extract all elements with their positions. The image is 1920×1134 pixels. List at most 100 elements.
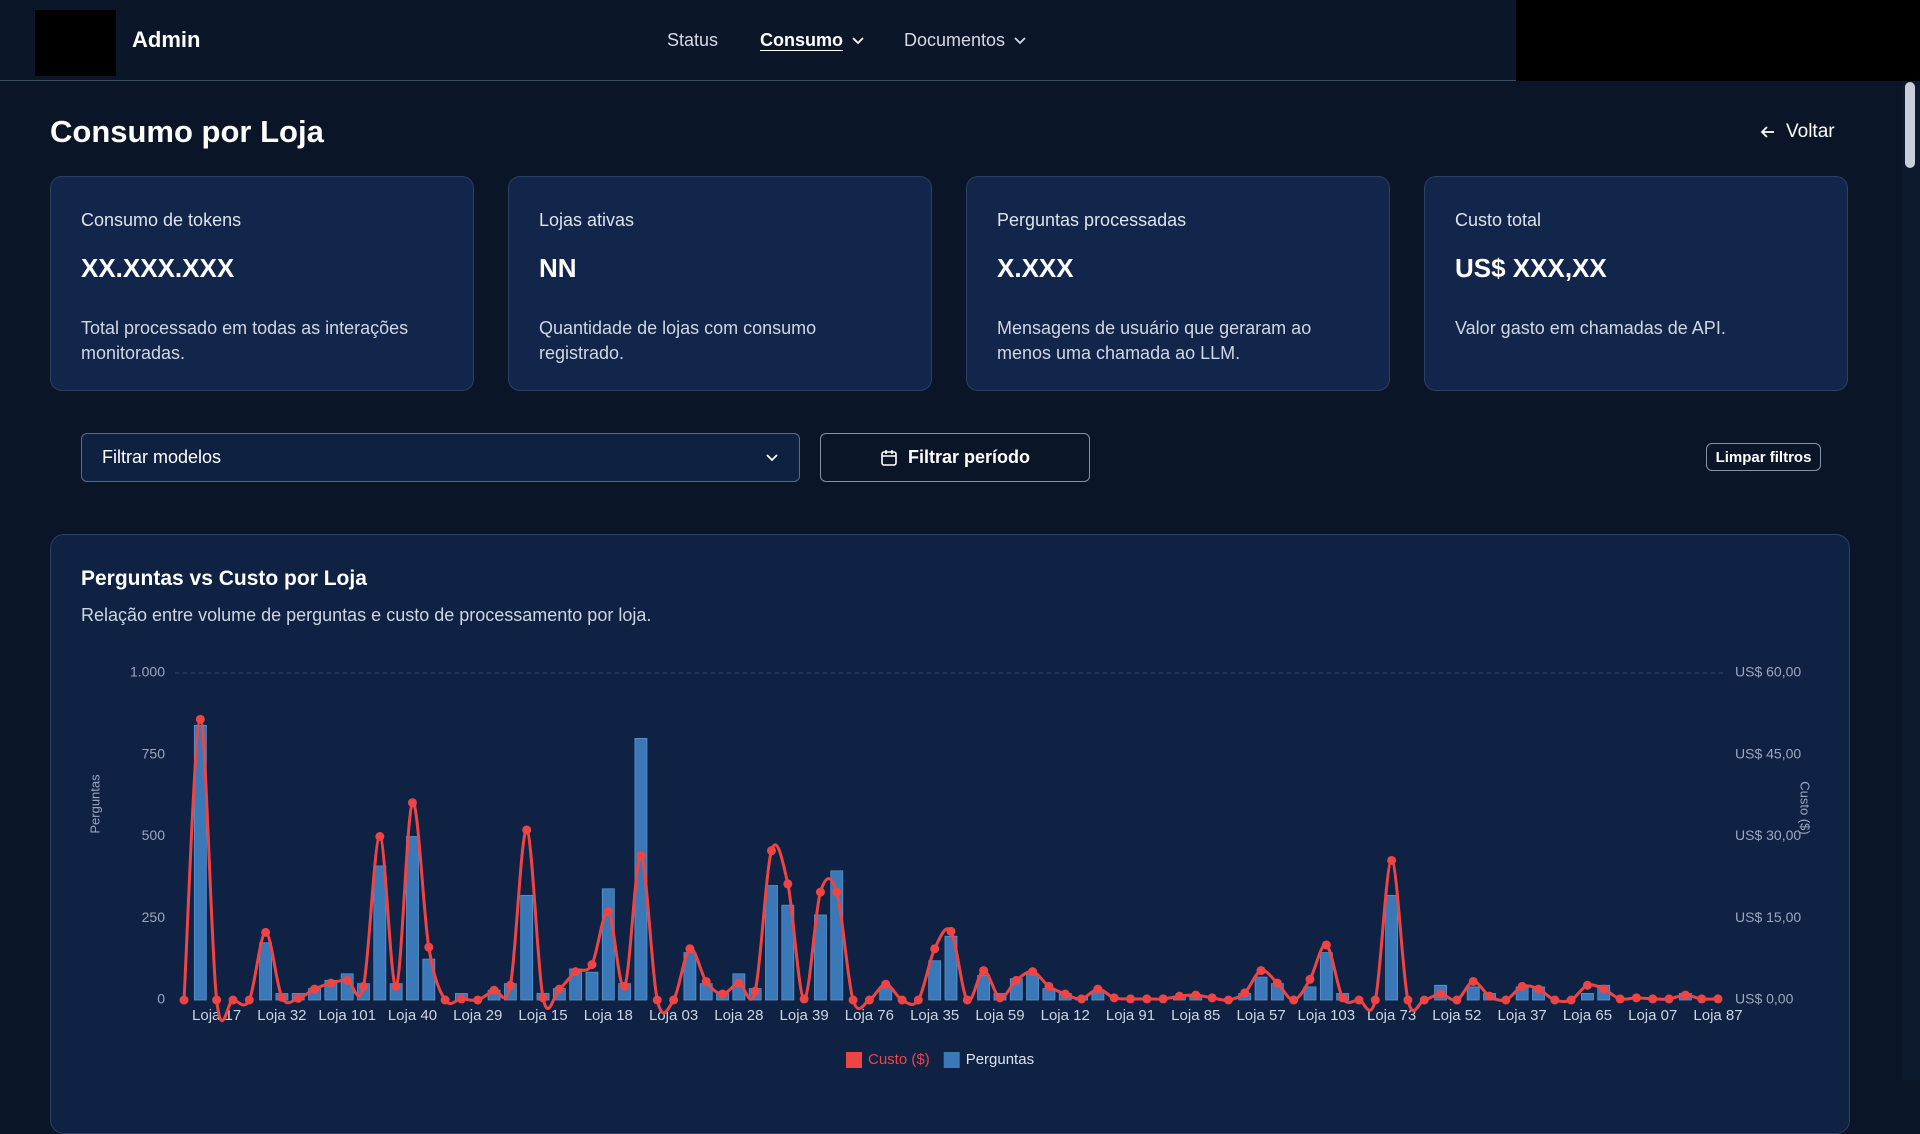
cost-dot	[1272, 978, 1282, 988]
cost-dot	[1093, 984, 1103, 994]
cost-dot	[1680, 990, 1690, 1000]
cost-dot	[1403, 995, 1413, 1005]
card-description: Total processado em todas as interações …	[81, 318, 409, 363]
cost-dot	[864, 995, 874, 1005]
cost-dot	[1060, 989, 1070, 999]
cost-dot	[456, 994, 466, 1004]
x-tick-label: Loja 87	[1693, 1007, 1742, 1024]
scroll-thumb[interactable]	[1905, 82, 1915, 168]
logo[interactable]	[35, 10, 116, 76]
cost-dot	[1109, 993, 1119, 1003]
cost-dot	[1370, 995, 1380, 1005]
cost-dot	[244, 995, 254, 1005]
bar	[977, 975, 991, 1001]
cost-dot	[1028, 967, 1038, 977]
back-label: Voltar	[1786, 121, 1835, 142]
cost-dot	[571, 967, 581, 977]
cost-dot	[1387, 855, 1397, 865]
x-tick-label: Loja 39	[780, 1007, 829, 1024]
nav-label: Documentos	[904, 30, 1006, 50]
cost-dot	[310, 984, 320, 994]
cost-dot	[228, 995, 238, 1005]
nav-item[interactable]: Consumo	[760, 30, 865, 51]
cost-dot	[473, 995, 483, 1005]
legend-swatch	[846, 1052, 862, 1068]
period-button[interactable]: Filtrar período	[820, 433, 1090, 482]
cost-dot	[750, 986, 760, 996]
cost-dot	[897, 995, 907, 1005]
select-label: Filtrar modelos	[102, 447, 222, 467]
cost-dot	[718, 989, 728, 999]
y2-axis-label: Custo ($)	[1798, 781, 1813, 834]
cost-dot	[881, 979, 891, 989]
cost-dot	[913, 995, 923, 1005]
cost-dot	[554, 984, 564, 994]
y-tick-label: 750	[142, 745, 166, 761]
cost-dot	[1648, 994, 1658, 1004]
nav-item[interactable]: Documentos	[904, 30, 1027, 51]
cost-dot	[538, 993, 548, 1003]
cost-dot	[1419, 995, 1429, 1005]
cost-dot	[1142, 994, 1152, 1004]
cost-dot	[620, 981, 630, 991]
card-label: Consumo de tokens	[81, 210, 242, 230]
card-description: Mensagens de usuário que geraram ao meno…	[997, 318, 1312, 363]
cost-dot	[1452, 995, 1462, 1005]
nav-bar	[0, 0, 1516, 81]
bar	[944, 935, 958, 1001]
cost-dot	[799, 994, 809, 1004]
cost-dot	[832, 887, 842, 897]
cost-dot	[440, 995, 450, 1005]
bar	[879, 986, 893, 1001]
chevron	[1014, 36, 1026, 44]
cost-dot	[1174, 991, 1184, 1001]
legend-label: Custo ($)	[868, 1051, 930, 1068]
y2-tick-label: US$ 45,00	[1735, 745, 1801, 761]
y-tick-label: 500	[142, 827, 166, 843]
page-title: Consumo por Loja	[50, 114, 324, 149]
x-tick-label: Loja 15	[518, 1007, 567, 1024]
x-tick-label: Loja 76	[845, 1007, 894, 1024]
cost-dot	[1713, 994, 1723, 1004]
nav-item[interactable]: Status	[667, 30, 718, 51]
x-tick-label: Loja 03	[649, 1007, 698, 1024]
scrollbar[interactable]	[1902, 81, 1920, 1080]
brand[interactable]: Admin	[132, 27, 201, 52]
card-label: Perguntas processadas	[997, 210, 1187, 230]
back-button[interactable]: Voltar	[1760, 121, 1835, 143]
x-tick-label: Loja 40	[388, 1007, 437, 1024]
cost-dot	[1664, 994, 1674, 1004]
bar	[634, 738, 648, 1001]
model-select[interactable]: Filtrar modelos	[81, 433, 800, 482]
clear-button[interactable]: Limpar filtros	[1706, 443, 1821, 471]
cost-dot	[848, 995, 858, 1005]
cost-dot	[1631, 993, 1641, 1003]
cost-dot	[1191, 990, 1201, 1000]
button-label: Filtrar período	[907, 447, 1030, 467]
cost-dot	[1011, 975, 1021, 985]
cost-dot	[603, 907, 613, 917]
nav-label: Status	[667, 30, 719, 50]
bar	[373, 865, 387, 1001]
cost-dot	[930, 944, 940, 954]
y2-tick-label: US$ 60,00	[1735, 664, 1801, 680]
cost-dot	[1517, 981, 1527, 991]
cost-dot	[505, 980, 515, 990]
x-tick-label: Loja 32	[257, 1007, 306, 1024]
bar	[1026, 973, 1039, 1001]
x-tick-label: Loja 52	[1432, 1007, 1481, 1024]
bar	[1385, 894, 1399, 1001]
cost-dot	[1468, 976, 1478, 986]
cost-dot	[946, 926, 956, 936]
cost-dot	[1566, 995, 1576, 1005]
cost-dot	[995, 993, 1005, 1003]
redacted-area	[1516, 0, 1920, 81]
cost-dot	[1436, 989, 1446, 999]
cost-dot	[342, 975, 352, 985]
stat-card: Perguntas processadas X.XXX Mensagens de u…	[966, 176, 1390, 391]
cost-dot	[375, 832, 385, 841]
cost-dot	[783, 879, 793, 889]
bar	[585, 971, 599, 1001]
cost-dot	[1615, 994, 1625, 1004]
x-tick-label: Loja 91	[1106, 1007, 1155, 1024]
